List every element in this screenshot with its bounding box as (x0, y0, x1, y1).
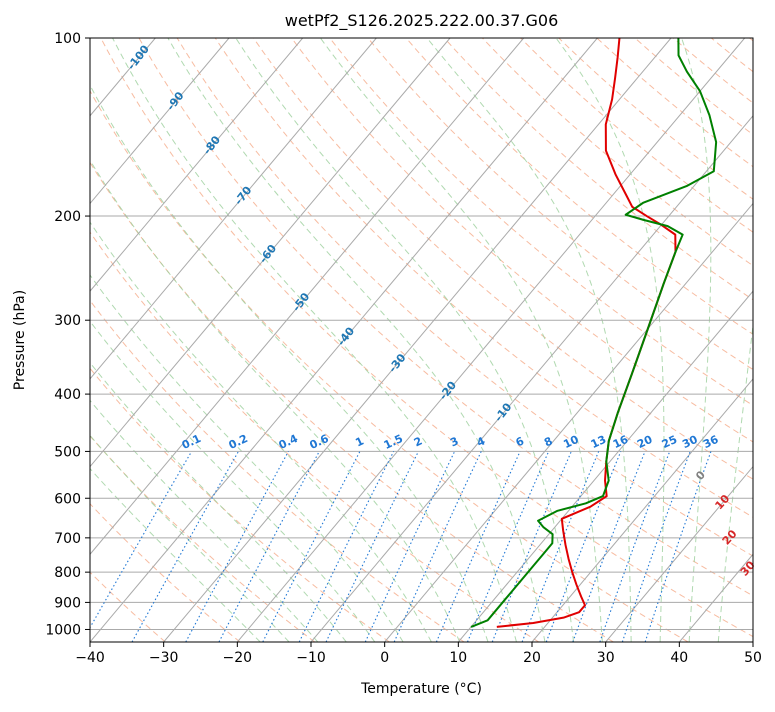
y-tick-label: 900 (54, 595, 81, 611)
chart-title: wetPf2_S126.2025.222.00.37.G06 (285, 11, 559, 31)
x-tick-label: −30 (149, 650, 179, 666)
x-tick-label: 20 (523, 650, 541, 666)
y-tick-label: 200 (54, 209, 81, 225)
y-tick-label: 100 (54, 31, 81, 47)
x-tick-label: 40 (670, 650, 688, 666)
x-tick-label: 50 (744, 650, 762, 666)
y-axis-label: Pressure (hPa) (12, 290, 28, 390)
x-tick-label: −10 (296, 650, 326, 666)
y-tick-label: 700 (54, 531, 81, 547)
x-tick-label: 0 (380, 650, 389, 666)
x-tick-label: −40 (75, 650, 105, 666)
x-tick-label: −20 (223, 650, 253, 666)
x-tick-label: 30 (597, 650, 615, 666)
x-axis-label: Temperature (°C) (360, 681, 482, 697)
y-tick-label: 600 (54, 491, 81, 507)
y-tick-label: 300 (54, 313, 81, 329)
y-tick-label: 400 (54, 387, 81, 403)
x-tick-label: 10 (449, 650, 467, 666)
y-tick-label: 1000 (45, 623, 81, 639)
y-tick-label: 800 (54, 565, 81, 581)
y-tick-label: 500 (54, 444, 81, 460)
